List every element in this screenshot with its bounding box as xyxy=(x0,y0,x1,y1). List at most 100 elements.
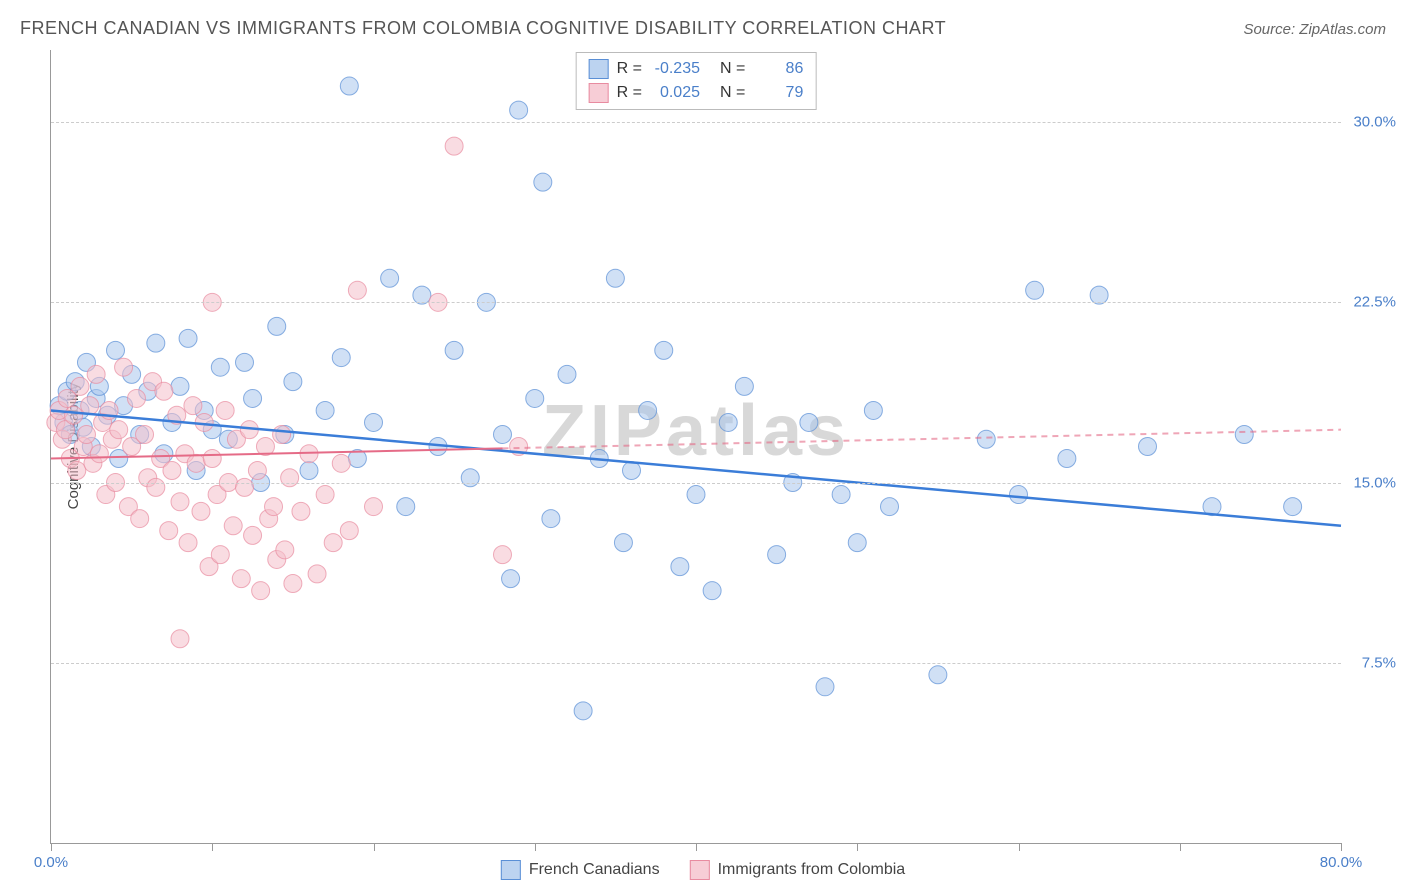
data-point xyxy=(461,469,479,487)
data-point xyxy=(284,373,302,391)
x-tick xyxy=(51,843,52,851)
data-point xyxy=(232,570,250,588)
legend-swatch xyxy=(589,59,609,79)
legend-series-name: Immigrants from Colombia xyxy=(718,861,906,879)
legend-swatch xyxy=(501,860,521,880)
x-tick xyxy=(1019,843,1020,851)
source-label: Source: ZipAtlas.com xyxy=(1243,21,1386,38)
data-point xyxy=(131,510,149,528)
data-point xyxy=(184,397,202,415)
data-point xyxy=(136,425,154,443)
legend-stats-box: R =-0.235N =86R =0.025N =79 xyxy=(576,52,817,110)
data-point xyxy=(87,365,105,383)
data-point xyxy=(252,582,270,600)
data-point xyxy=(881,498,899,516)
y-tick-label: 15.0% xyxy=(1353,474,1396,491)
x-tick xyxy=(696,843,697,851)
data-point xyxy=(800,413,818,431)
x-tick xyxy=(1341,843,1342,851)
legend-stat-row: R =-0.235N =86 xyxy=(589,57,804,81)
data-point xyxy=(655,341,673,359)
data-point xyxy=(864,401,882,419)
data-point xyxy=(160,522,178,540)
legend-bottom: French Canadians Immigrants from Colombia xyxy=(501,860,905,880)
x-tick xyxy=(857,843,858,851)
data-point xyxy=(81,397,99,415)
legend-r-value: 0.025 xyxy=(650,84,700,102)
data-point xyxy=(639,401,657,419)
data-point xyxy=(735,377,753,395)
data-point xyxy=(1010,486,1028,504)
legend-swatch xyxy=(589,83,609,103)
data-point xyxy=(494,425,512,443)
data-point xyxy=(348,281,366,299)
data-point xyxy=(1284,498,1302,516)
data-point xyxy=(816,678,834,696)
data-point xyxy=(281,469,299,487)
legend-n-value: 86 xyxy=(753,60,803,78)
data-point xyxy=(494,546,512,564)
legend-item: Immigrants from Colombia xyxy=(690,860,906,880)
data-point xyxy=(332,349,350,367)
data-point xyxy=(171,630,189,648)
data-point xyxy=(110,421,128,439)
data-point xyxy=(340,522,358,540)
data-point xyxy=(248,462,266,480)
data-point xyxy=(284,574,302,592)
legend-swatch xyxy=(690,860,710,880)
data-point xyxy=(147,478,165,496)
y-tick-label: 7.5% xyxy=(1362,654,1396,671)
data-point xyxy=(324,534,342,552)
data-point xyxy=(703,582,721,600)
data-point xyxy=(316,401,334,419)
chart-title: FRENCH CANADIAN VS IMMIGRANTS FROM COLOM… xyxy=(20,18,946,39)
legend-r-value: -0.235 xyxy=(650,60,700,78)
data-point xyxy=(65,406,83,424)
data-point xyxy=(340,77,358,95)
y-tick-label: 22.5% xyxy=(1353,294,1396,311)
data-point xyxy=(163,462,181,480)
data-point xyxy=(1058,450,1076,468)
data-point xyxy=(687,486,705,504)
data-point xyxy=(719,413,737,431)
legend-n-value: 79 xyxy=(753,84,803,102)
data-point xyxy=(236,353,254,371)
data-point xyxy=(381,269,399,287)
x-tick xyxy=(535,843,536,851)
data-point xyxy=(107,341,125,359)
data-point xyxy=(276,541,294,559)
data-point xyxy=(316,486,334,504)
data-point xyxy=(332,454,350,472)
scatter-plot-svg xyxy=(51,50,1341,843)
data-point xyxy=(268,317,286,335)
data-point xyxy=(671,558,689,576)
regression-line xyxy=(51,410,1341,525)
data-point xyxy=(179,329,197,347)
data-point xyxy=(606,269,624,287)
data-point xyxy=(171,377,189,395)
chart-plot-area: ZIPatlas R =-0.235N =86R =0.025N =79 7.5… xyxy=(50,50,1341,844)
data-point xyxy=(574,702,592,720)
data-point xyxy=(265,498,283,516)
data-point xyxy=(445,341,463,359)
legend-r-label: R = xyxy=(617,84,642,102)
data-point xyxy=(929,666,947,684)
data-point xyxy=(365,498,383,516)
data-point xyxy=(614,534,632,552)
data-point xyxy=(244,389,262,407)
data-point xyxy=(203,450,221,468)
gridline xyxy=(51,302,1341,303)
data-point xyxy=(510,101,528,119)
data-point xyxy=(526,389,544,407)
data-point xyxy=(365,413,383,431)
y-tick-label: 30.0% xyxy=(1353,114,1396,131)
data-point xyxy=(187,454,205,472)
data-point xyxy=(115,358,133,376)
legend-stat-row: R =0.025N =79 xyxy=(589,81,804,105)
data-point xyxy=(273,425,291,443)
data-point xyxy=(292,502,310,520)
legend-item: French Canadians xyxy=(501,860,660,880)
x-tick xyxy=(212,843,213,851)
data-point xyxy=(502,570,520,588)
data-point xyxy=(1139,438,1157,456)
